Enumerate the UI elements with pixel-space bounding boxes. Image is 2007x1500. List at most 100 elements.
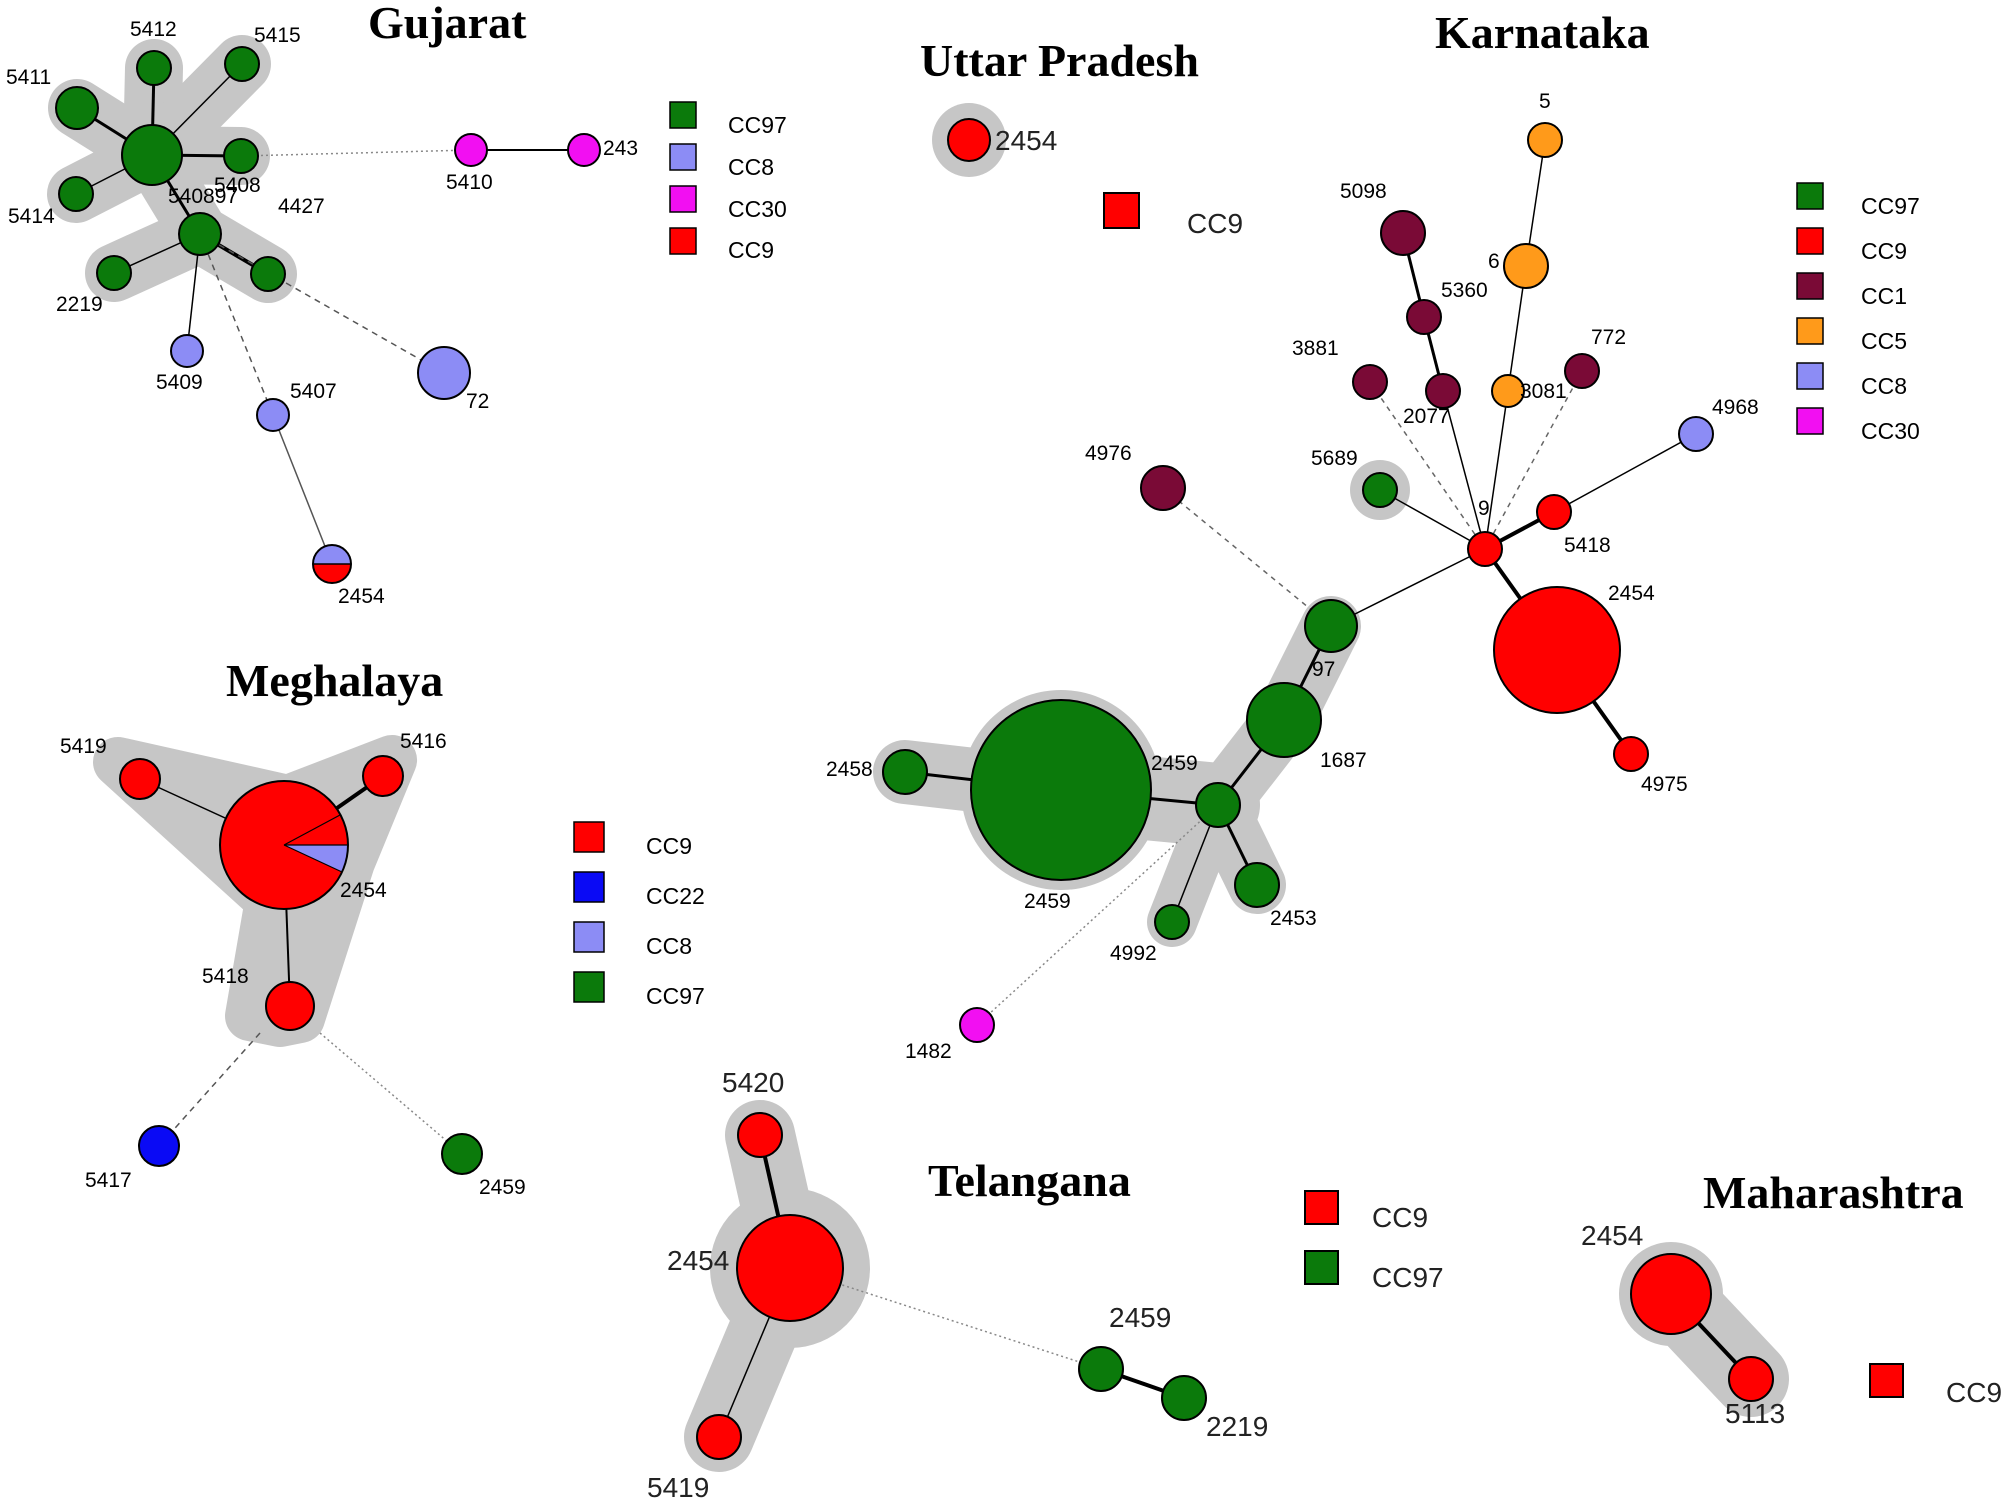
node-2454[interactable] (736, 1214, 844, 1322)
node-4968[interactable] (1678, 416, 1714, 452)
node-2453[interactable] (1234, 862, 1280, 908)
node-1482[interactable] (959, 1007, 995, 1043)
node-4427[interactable] (250, 256, 286, 292)
node-5412[interactable] (136, 50, 172, 86)
node-3881[interactable] (1352, 364, 1388, 400)
legend-swatch-cc9 (1869, 1363, 1904, 1398)
node-1687[interactable] (1246, 682, 1322, 758)
node-5407[interactable] (256, 398, 290, 432)
nodes (882, 122, 1714, 1043)
legend-label-cc97: CC97 (1372, 1262, 1444, 1293)
legend-label-cc8: CC8 (646, 933, 692, 959)
node-6[interactable] (1503, 243, 1549, 289)
node-2459[interactable] (1078, 1346, 1124, 1392)
legend-swatch-cc9 (669, 227, 697, 255)
label-2459-hub: 2459 (1151, 752, 1198, 775)
node-2454[interactable] (1493, 586, 1621, 714)
label-1482: 1482 (905, 1040, 952, 1063)
legend-label-cc1: CC1 (1861, 283, 1907, 309)
nodes (55, 46, 601, 584)
node-4992[interactable] (1154, 904, 1190, 940)
node-243[interactable] (567, 133, 601, 167)
label-5411: 5411 (6, 66, 51, 89)
node-5419[interactable] (696, 1414, 742, 1460)
region-title-telangana: Telangana (928, 1155, 1131, 1206)
node-5417[interactable] (138, 1125, 180, 1167)
node-2459[interactable] (441, 1133, 483, 1175)
node-5[interactable] (1527, 122, 1563, 158)
label-2454: 2454 (1608, 582, 1655, 605)
node-labels: 5420 2454 5419 2459 2219 (647, 1067, 1268, 1500)
legend-label-cc9: CC9 (1187, 208, 1243, 239)
node-2459-large[interactable] (970, 699, 1152, 881)
legend-gujarat: CC97 CC8 CC30 CC9 (669, 101, 787, 263)
node-4976[interactable] (1140, 465, 1186, 511)
label-5419: 5419 (647, 1472, 709, 1500)
legend-meghalaya: CC9 CC22 CC8 CC97 (573, 821, 705, 1009)
node-5415[interactable] (224, 46, 260, 82)
region-uttar-pradesh: Uttar Pradesh 2454 CC9 (920, 35, 1243, 239)
label-5407: 5407 (290, 380, 337, 403)
node-2454[interactable] (1630, 1253, 1712, 1335)
node-5418[interactable] (265, 981, 315, 1031)
legend-label-cc9: CC9 (1372, 1202, 1428, 1233)
node-2454-pie[interactable] (219, 780, 349, 910)
node-5409[interactable] (170, 334, 204, 368)
node-5416[interactable] (362, 755, 404, 797)
node-4975[interactable] (1613, 736, 1649, 772)
node-5411[interactable] (55, 86, 99, 130)
node-5420[interactable] (737, 1112, 783, 1158)
label-2454: 2454 (338, 585, 385, 608)
legend-label-cc9: CC9 (1946, 1377, 2002, 1408)
label-2219: 2219 (1206, 1411, 1268, 1442)
node-5360[interactable] (1406, 299, 1442, 335)
node-97-hub[interactable] (121, 124, 183, 186)
node-labels: 5 6 5098 5360 3881 772 2077 3081 4968 49… (826, 90, 1759, 1063)
label-2219: 2219 (56, 293, 103, 316)
label-2454: 2454 (667, 1245, 729, 1276)
legend-swatch-cc8 (1796, 362, 1824, 390)
legend-label-cc97: CC97 (1861, 193, 1920, 219)
node-72[interactable] (417, 346, 471, 400)
node-9[interactable] (1467, 531, 1503, 567)
node-5098[interactable] (1380, 210, 1426, 256)
node-2454-pie[interactable] (312, 544, 352, 584)
legend-label-cc8: CC8 (728, 154, 774, 180)
label-5420: 5420 (722, 1067, 784, 1098)
label-4968: 4968 (1712, 396, 1759, 419)
label-1687: 1687 (1320, 749, 1367, 772)
label-5417: 5417 (85, 1169, 132, 1192)
legend-swatch-cc97 (669, 101, 697, 129)
node-2458[interactable] (882, 749, 928, 795)
label-243: 243 (603, 137, 638, 160)
legend-label-cc30: CC30 (1861, 418, 1920, 444)
label-5412: 5412 (130, 18, 177, 41)
node-3081[interactable] (1491, 374, 1525, 408)
legend-label-cc30: CC30 (728, 196, 787, 222)
node-5408[interactable] (223, 138, 259, 174)
node-2459-hub[interactable] (1195, 782, 1241, 828)
node-5408-97[interactable] (178, 212, 222, 256)
label-5689: 5689 (1311, 447, 1358, 470)
node-5689[interactable] (1362, 472, 1398, 508)
label-5418: 5418 (202, 965, 249, 988)
node-labels: 5412 5415 5411 5408 540897 5414 4427 221… (6, 18, 638, 608)
node-2219[interactable] (96, 255, 132, 291)
node-2219[interactable] (1161, 1375, 1207, 1421)
node-5414[interactable] (58, 176, 94, 212)
label-2453: 2453 (1270, 907, 1317, 930)
node-5410[interactable] (454, 133, 488, 167)
label-2458: 2458 (826, 758, 873, 781)
node-772[interactable] (1564, 353, 1600, 389)
node-5418[interactable] (1536, 494, 1572, 530)
legend-swatch-cc5 (1796, 317, 1824, 345)
node-97[interactable] (1304, 599, 1358, 653)
legend-swatch-cc97 (1304, 1250, 1339, 1285)
node-5113[interactable] (1728, 1356, 1774, 1402)
label-6: 6 (1488, 250, 1500, 273)
node-2454[interactable] (947, 118, 991, 162)
label-5113: 5113 (1725, 1398, 1785, 1429)
label-772: 772 (1591, 326, 1626, 349)
node-5419[interactable] (119, 758, 161, 800)
node-2077[interactable] (1425, 373, 1461, 409)
